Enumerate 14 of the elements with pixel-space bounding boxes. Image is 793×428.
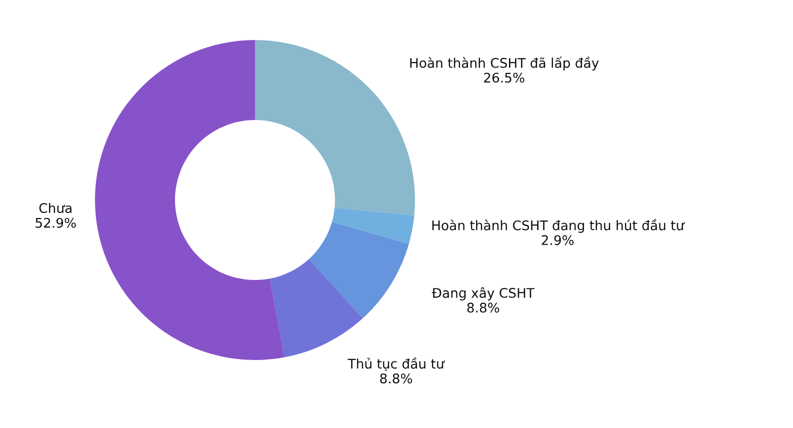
slice-label: Chưa [39,202,72,214]
slice-label: Thủ tục đầu tư [348,357,445,371]
data-label: 2.9% [542,235,574,246]
donut-slice [308,222,409,318]
slice-label: Hoàn thành CSHT đang thu hút đầu tư [432,219,685,233]
data-label: 26.5% [484,72,524,83]
data-label: 52.9% [36,218,76,228]
donut-slice [332,208,414,244]
slice-label: Hoàn thành CSHT đã lấp đầy [410,56,599,70]
slice-label: Đang xây CSHT [432,287,535,300]
donut-slice [270,259,363,358]
donut-slice [95,40,285,360]
data-label: 8.8% [467,302,500,313]
data-label: 8.8% [380,373,412,384]
